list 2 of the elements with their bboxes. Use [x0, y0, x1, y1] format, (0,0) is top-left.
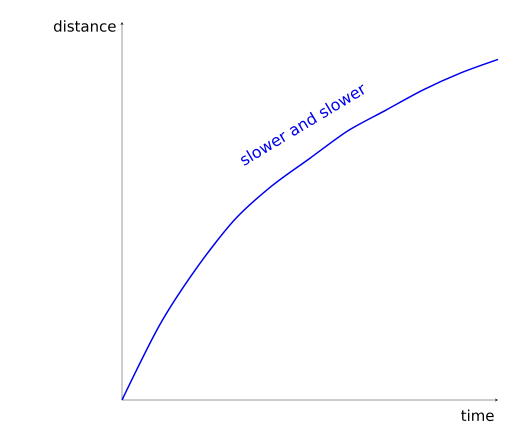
y-axis-title: distance: [54, 20, 116, 32]
x-axis-title: time: [461, 410, 494, 422]
